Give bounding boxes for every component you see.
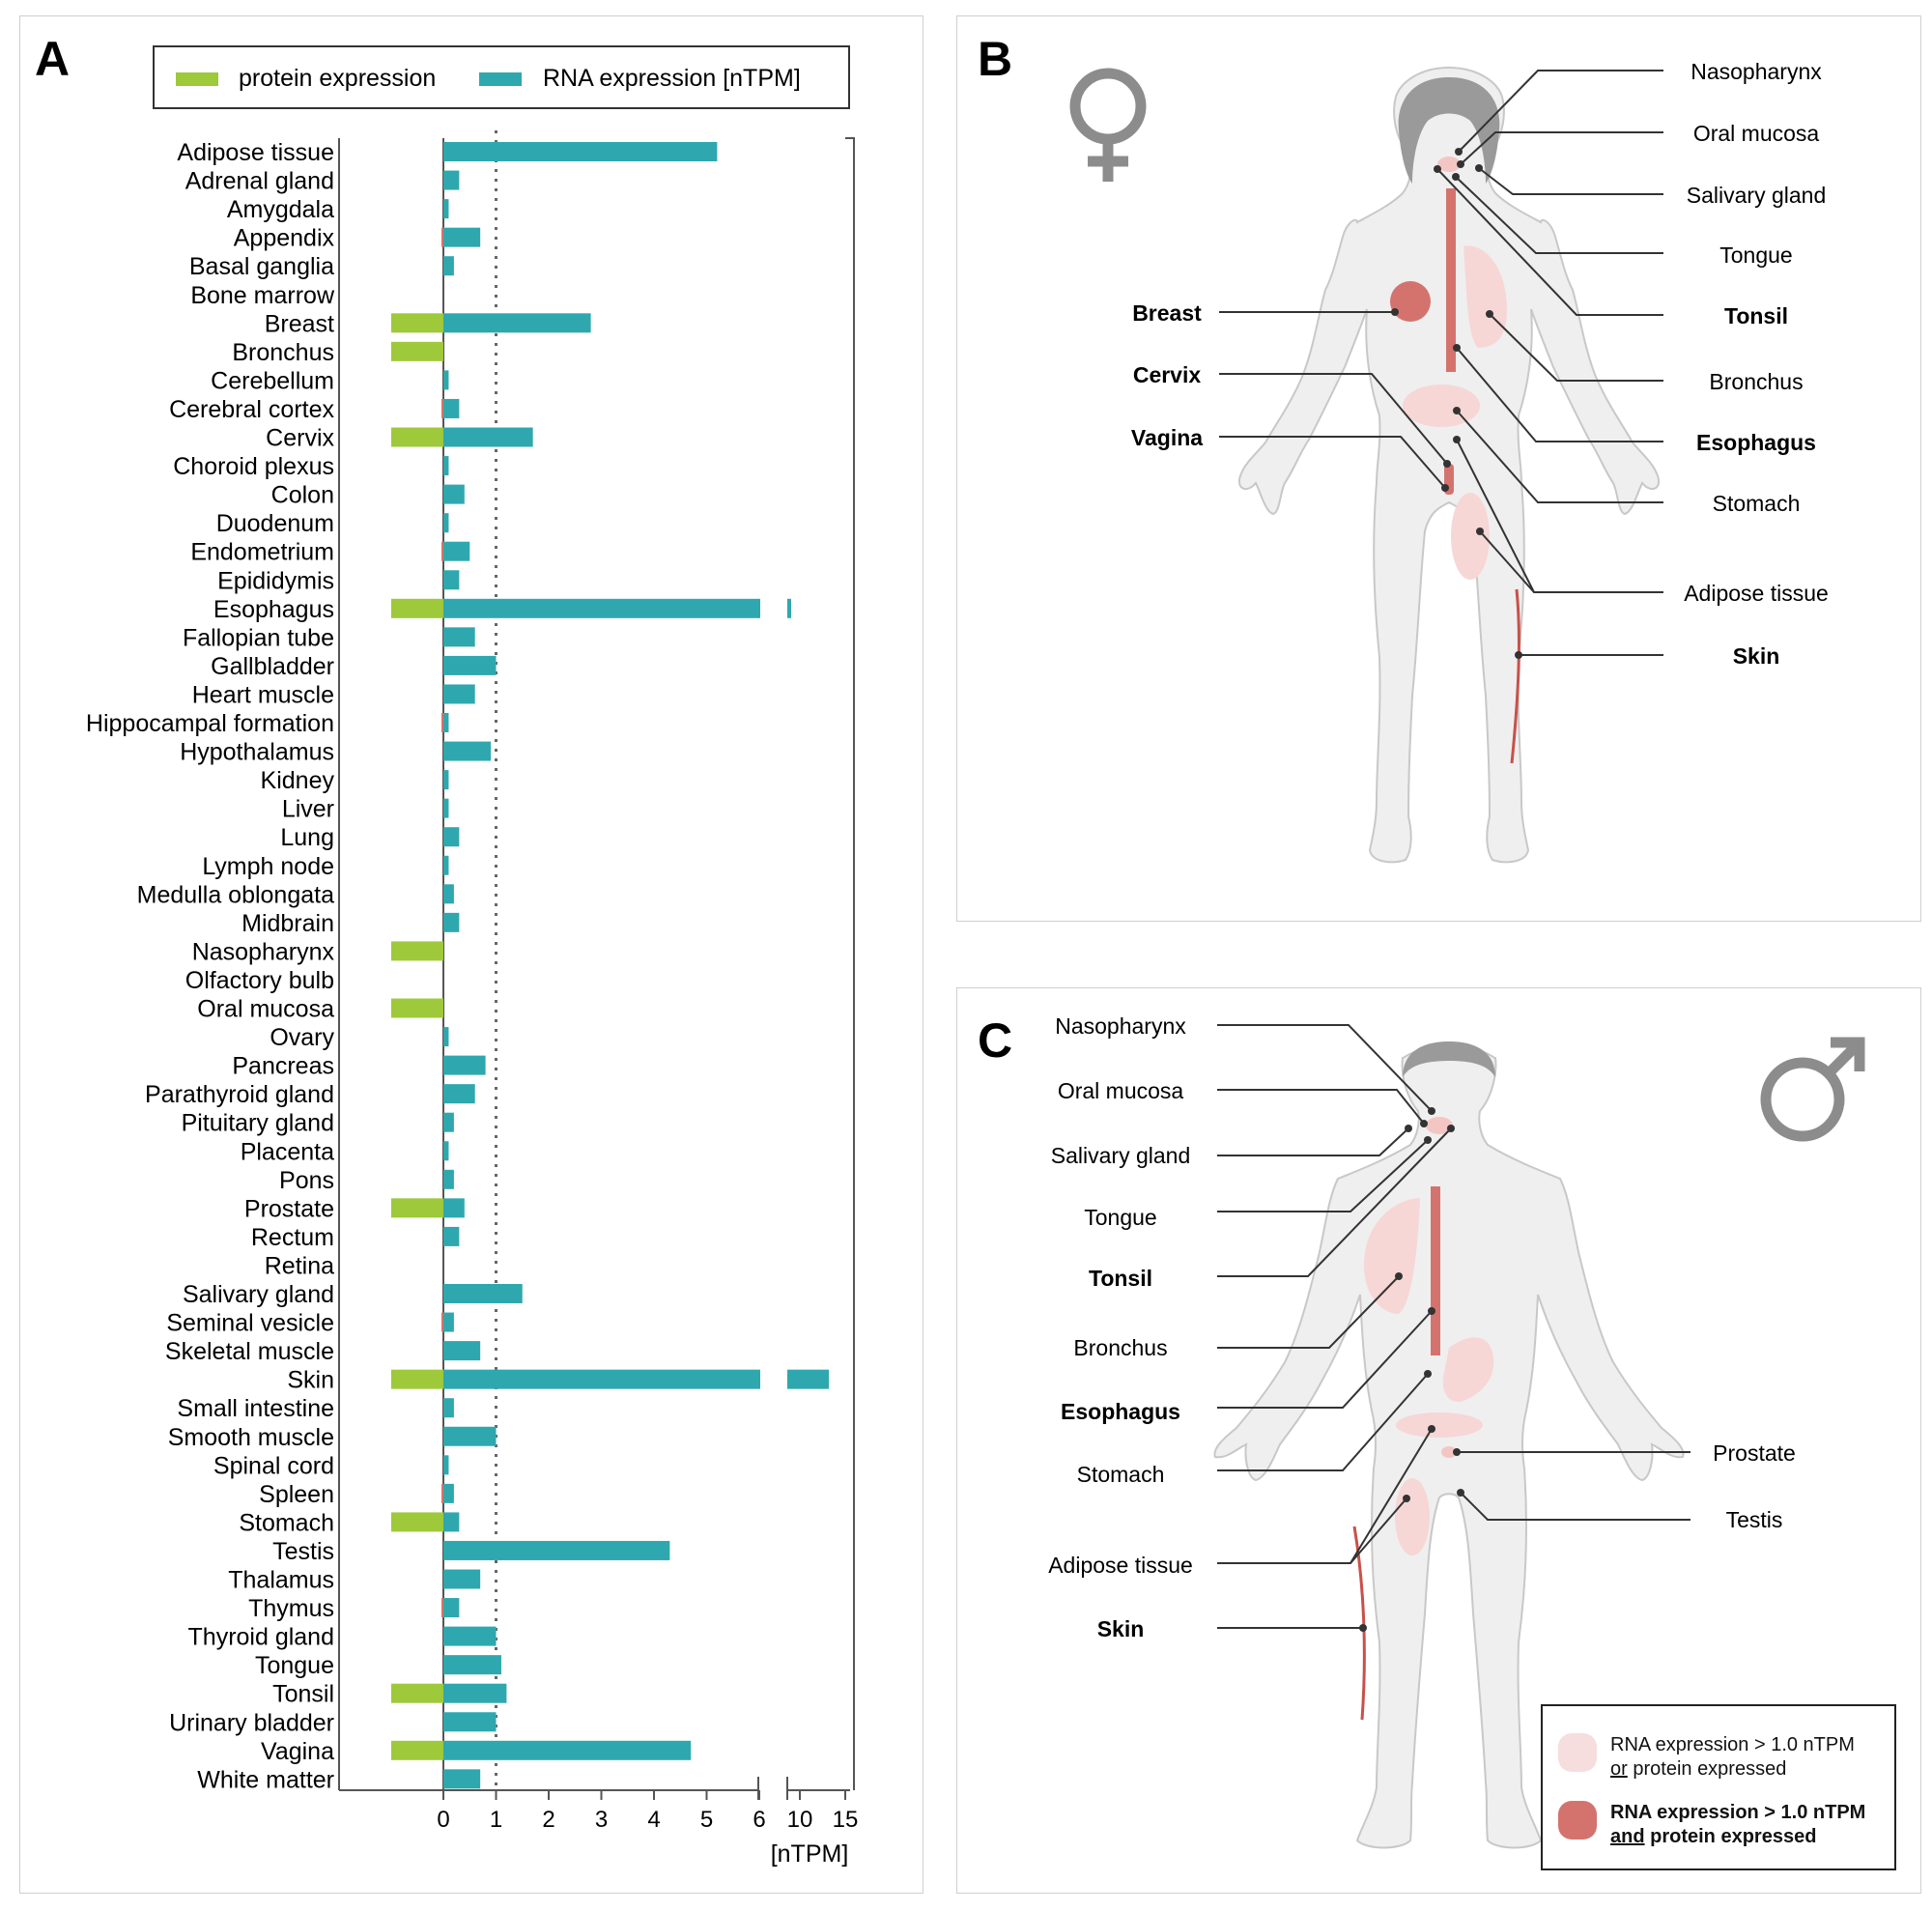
- expression-legend: RNA expression > 1.0 nTPM or protein exp…: [1541, 1704, 1896, 1870]
- legend-light-rest: protein expressed: [1627, 1758, 1787, 1780]
- legend-row-dark: RNA expression > 1.0 nTPM and protein ex…: [1558, 1801, 1865, 1849]
- panel-a: [19, 15, 923, 1894]
- panel-c-letter: C: [978, 1013, 1013, 1068]
- legend-dark-rest: protein expressed: [1644, 1826, 1817, 1847]
- legend-text-light: RNA expression > 1.0 nTPM or protein exp…: [1610, 1733, 1855, 1782]
- legend-dark-line2: and protein expressed: [1610, 1825, 1865, 1849]
- legend-swatch-light: [1558, 1733, 1597, 1772]
- legend-text-dark: RNA expression > 1.0 nTPM and protein ex…: [1610, 1801, 1865, 1849]
- legend-swatch-dark: [1558, 1801, 1597, 1840]
- legend-light-or: or: [1610, 1758, 1628, 1780]
- legend-dark-and: and: [1610, 1826, 1645, 1847]
- panel-b-letter: B: [978, 32, 1013, 86]
- legend-light-line2: or protein expressed: [1610, 1757, 1855, 1782]
- legend-light-line1: RNA expression > 1.0 nTPM: [1610, 1734, 1855, 1755]
- legend-row-light: RNA expression > 1.0 nTPM or protein exp…: [1558, 1733, 1855, 1782]
- panel-b: [956, 15, 1921, 922]
- legend-dark-line1: RNA expression > 1.0 nTPM: [1610, 1802, 1866, 1823]
- panel-a-letter: A: [35, 32, 71, 86]
